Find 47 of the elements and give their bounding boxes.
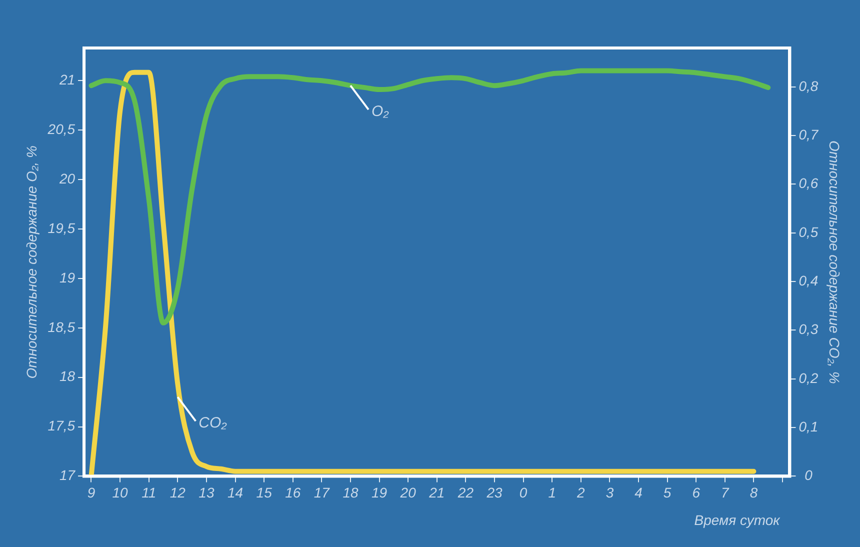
x-axis-title: Время суток — [694, 512, 782, 528]
y2-tick-label: 0,5 — [798, 224, 818, 240]
x-tick-label: 2 — [576, 484, 586, 500]
x-tick-label: 14 — [227, 484, 244, 500]
y-tick-label: 18 — [59, 368, 76, 384]
annotation: CO₂ — [198, 414, 228, 432]
y-tick-label: 17 — [59, 467, 76, 484]
x-tick-label: 10 — [112, 484, 128, 500]
y2-tick-label: 0,2 — [798, 370, 818, 386]
x-tick-label: 0 — [519, 484, 528, 500]
y-tick-label: 20 — [58, 170, 76, 186]
y-tick-label: 17,5 — [48, 418, 76, 434]
y2-tick-label: 0,6 — [798, 175, 818, 192]
y-tick-label: 20,5 — [46, 120, 76, 137]
x-tick-label: 18 — [342, 484, 358, 500]
y-tick-label: 19,5 — [48, 220, 76, 236]
x-tick-label: 21 — [428, 484, 445, 500]
x-tick-label: 22 — [456, 484, 474, 500]
x-tick-label: 7 — [721, 484, 730, 500]
y2-tick-label: 0,1 — [798, 418, 818, 434]
y2-axis-title: Относительное содержание CO₂, % — [826, 140, 843, 384]
x-tick-label: 4 — [634, 484, 643, 500]
y2-tick-label: 0 — [804, 467, 813, 484]
x-tick-label: 20 — [399, 484, 416, 500]
x-tick-label: 16 — [285, 484, 301, 500]
y-tick-label: 21 — [58, 72, 76, 88]
y2-tick-label: 0,4 — [798, 272, 818, 288]
x-tick-label: 12 — [170, 484, 186, 500]
x-tick-label: 19 — [371, 484, 388, 500]
x-tick-label: 8 — [750, 484, 758, 500]
annotation: O₂ — [371, 102, 390, 120]
x-tick-label: 13 — [198, 484, 214, 500]
x-tick-label: 15 — [256, 484, 272, 500]
y-tick-label: 18,5 — [48, 318, 76, 335]
y2-tick-label: 0,3 — [798, 321, 818, 338]
x-tick-label: 6 — [692, 484, 700, 500]
x-tick-label: 23 — [486, 484, 502, 500]
x-tick-label: 17 — [314, 484, 331, 500]
y-tick-label: 19 — [59, 269, 76, 286]
x-tick-label: 9 — [87, 484, 96, 500]
x-tick-label: 5 — [663, 484, 672, 500]
x-tick-label: 3 — [606, 484, 614, 500]
x-tick-label: 1 — [548, 484, 556, 500]
x-tick-label: 11 — [142, 484, 156, 500]
y2-tick-label: 0,7 — [798, 126, 820, 142]
y-axis-title: Относительное содержание O₂, % — [23, 145, 40, 379]
y2-tick-label: 0,8 — [798, 78, 818, 94]
